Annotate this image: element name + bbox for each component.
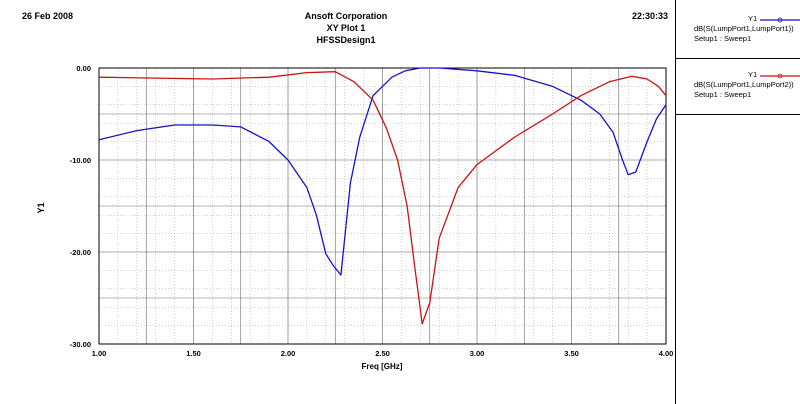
- x-tick-label: 3.00: [470, 349, 485, 358]
- legend-divider: [676, 114, 800, 115]
- plot-frame: [98, 67, 667, 345]
- legend-setup-name: Setup1 : Sweep1: [694, 90, 752, 99]
- x-tick-label: 2.00: [281, 349, 296, 358]
- y-tick-label: -20.00: [70, 248, 91, 257]
- header-plot-name: XY Plot 1: [326, 23, 366, 33]
- y-tick-label: -30.00: [70, 340, 91, 349]
- x-tick-label: 2.50: [375, 349, 390, 358]
- legend-tag: Y1: [748, 14, 758, 23]
- x-tick-label: 1.00: [92, 349, 107, 358]
- chart-grid: [98, 67, 667, 345]
- header-date: 26 Feb 2008: [22, 11, 74, 21]
- legend-trace-name: dB(S(LumpPort1,LumpPort2)): [694, 80, 794, 89]
- legend-line-swatch: [760, 17, 800, 23]
- x-tick-label: 1.50: [186, 349, 201, 358]
- legend-panel: Y1 dB(S(LumpPort1,LumpPort1)) Setup1 : S…: [675, 0, 800, 404]
- series-line-2: [98, 71, 667, 325]
- legend-setup-name: Setup1 : Sweep1: [694, 34, 752, 43]
- legend-divider: [676, 58, 800, 59]
- legend-tag: Y1: [748, 70, 758, 79]
- y-axis-label: Y1: [36, 202, 46, 213]
- series-line-1: [98, 67, 667, 276]
- x-tick-label: 3.50: [564, 349, 579, 358]
- legend-trace-name: dB(S(LumpPort1,LumpPort1)): [694, 24, 794, 33]
- legend-line-swatch: [760, 73, 800, 79]
- chart-series: [98, 67, 667, 325]
- chart-tick-labels: 1.00 1.50 2.00 2.50 3.00 3.50 4.00 0.00 -10.00 -2…: [70, 64, 674, 358]
- y-tick-label: -10.00: [70, 156, 91, 165]
- header-time: 22:30:33: [632, 11, 669, 21]
- y-tick-label: 0.00: [76, 64, 91, 73]
- header-company: Ansoft Corporation: [304, 11, 388, 21]
- header-title-block: Ansoft Corporation XY Plot 1 HFSSDesign1: [300, 10, 392, 46]
- x-axis-label: Freq [GHz]: [362, 362, 403, 371]
- header-design: HFSSDesign1: [316, 35, 376, 45]
- x-tick-label: 4.00: [659, 349, 674, 358]
